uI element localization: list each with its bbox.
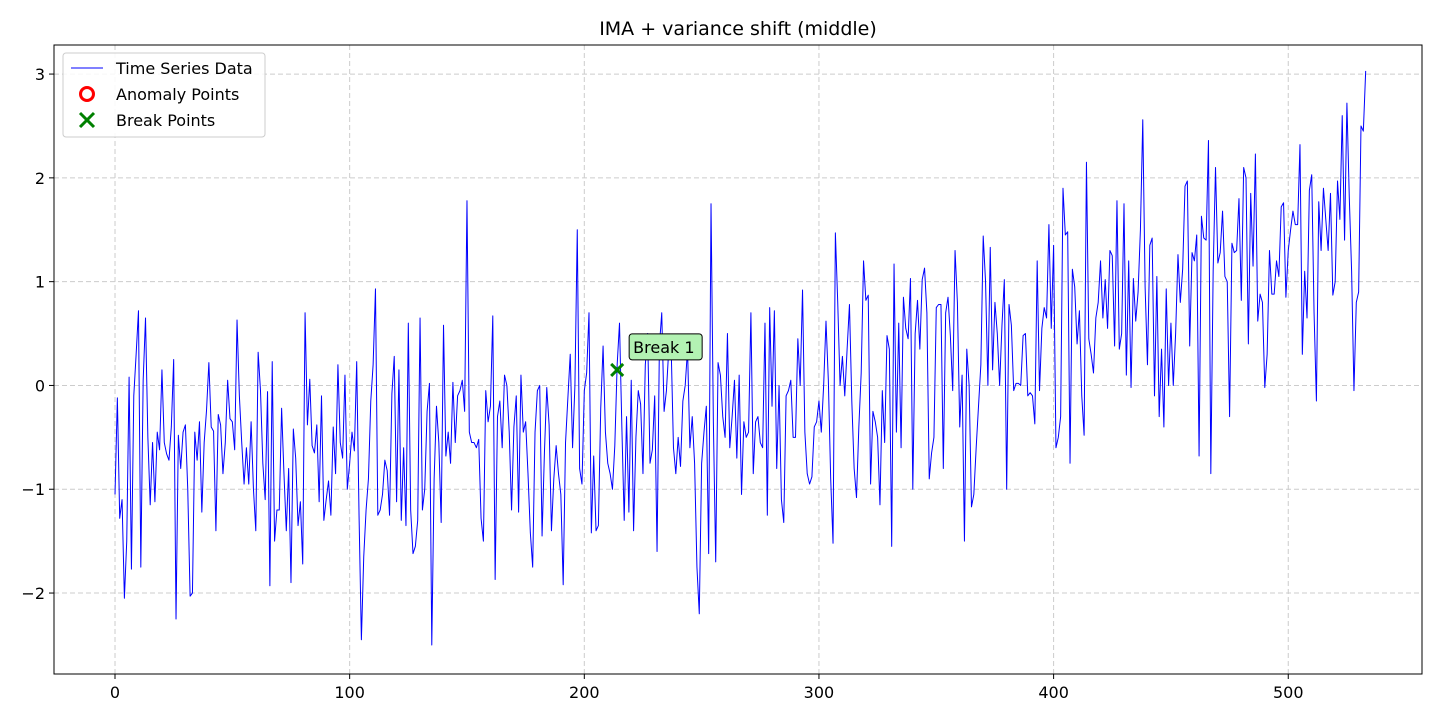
x-tick-label: 0: [110, 683, 120, 702]
break-x-stroke: [610, 362, 625, 377]
legend: Time Series Data Anomaly Points Break Poin…: [62, 52, 266, 138]
y-tick-label: −2: [21, 584, 45, 603]
legend-label: Time Series Data: [115, 59, 253, 78]
x-tick-label: 300: [804, 683, 835, 702]
break-annotation-box: [628, 333, 703, 361]
marker-layer: Break 1: [610, 333, 703, 377]
series-line: [114, 70, 1367, 646]
legend-label: Break Points: [116, 111, 215, 130]
y-tick-label: 2: [35, 169, 45, 188]
y-tick-label: 0: [35, 376, 45, 395]
plot-frame: [53, 44, 1423, 675]
break-annotation-label: Break 1: [633, 338, 694, 357]
y-tick-label: 1: [35, 273, 45, 292]
axis-ticks: 0 100 200 300 400 500 −2 −1 0 1 2 3: [21, 65, 1303, 702]
legend-x-swatch: [78, 111, 96, 129]
series-layer: [114, 70, 1367, 646]
legend-item: Time Series Data: [71, 59, 253, 78]
legend-item: Anomaly Points: [79, 85, 239, 104]
x-tick-label: 500: [1273, 683, 1304, 702]
y-tick-label: −1: [21, 480, 45, 499]
legend-item: Break Points: [78, 111, 215, 130]
x-tick-label: 400: [1038, 683, 1069, 702]
x-tick-label: 200: [569, 683, 600, 702]
legend-label: Anomaly Points: [116, 85, 239, 104]
break-point-marker: [610, 362, 625, 377]
break-annotation: Break 1: [628, 333, 703, 361]
grid-lines: [54, 45, 1422, 674]
legend-box: [62, 52, 266, 138]
x-tick-label: 100: [334, 683, 365, 702]
legend-circle-swatch: [79, 86, 95, 102]
chart-title: IMA + variance shift (middle): [599, 18, 877, 40]
y-tick-label: 3: [35, 65, 45, 84]
